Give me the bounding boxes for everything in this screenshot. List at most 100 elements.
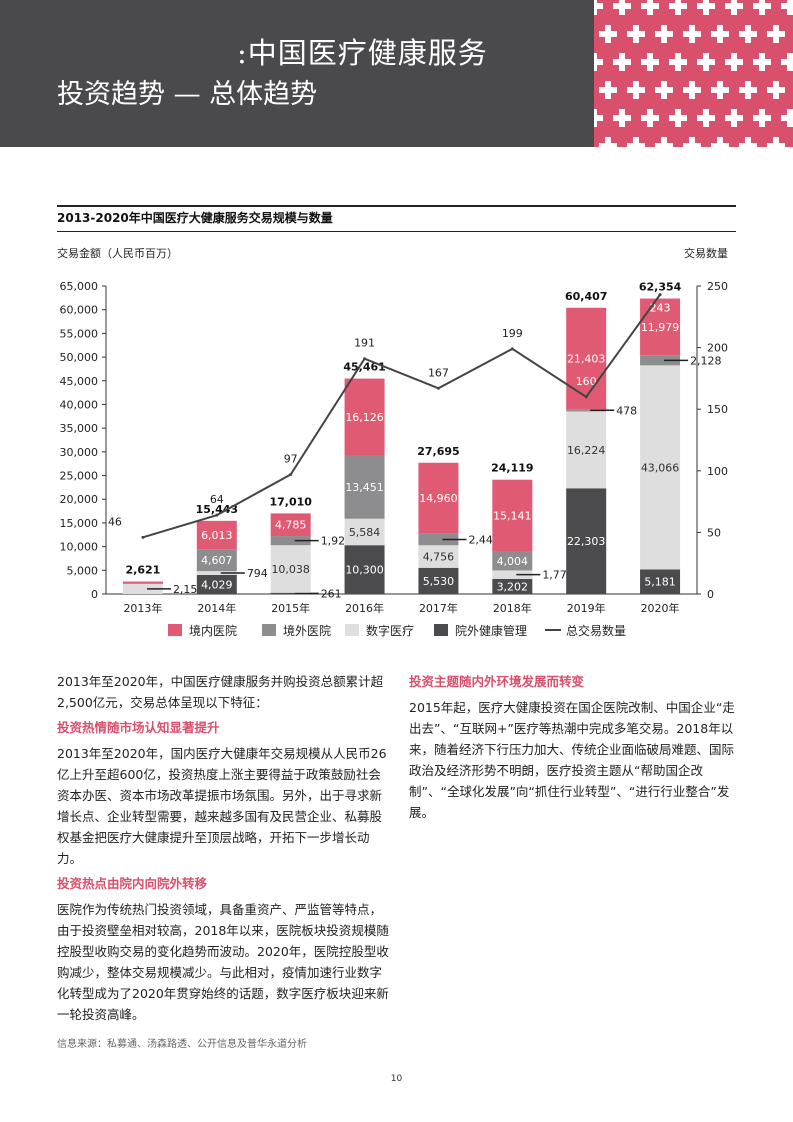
section-heading-1: 投资热情随市场认知显著提升 — [57, 720, 220, 735]
bar-data-label: 16,126 — [345, 411, 384, 424]
bar-data-label: 5,181 — [644, 576, 676, 589]
y-tick-label-right: 0 — [707, 588, 714, 601]
bar-data-label: 4,607 — [201, 554, 233, 567]
cross-icon — [753, 0, 771, 15]
x-tick-label: 2013年 — [123, 601, 162, 615]
bar-segment — [122, 583, 163, 594]
cross-icon — [767, 137, 785, 147]
bar-segment — [566, 409, 607, 412]
cross-icon — [613, 109, 631, 127]
cross-icon — [781, 0, 793, 15]
line-point — [658, 293, 662, 297]
bar-segment — [270, 513, 311, 537]
y-tick-label-right: 50 — [707, 526, 721, 539]
y-tick-label-left: 20,000 — [60, 493, 99, 506]
bar-segment — [492, 479, 533, 552]
bar-data-label: 2,449 — [468, 533, 500, 546]
line-data-label: 199 — [502, 327, 523, 340]
y-tick-label-left: 25,000 — [60, 470, 99, 483]
legend-swatch — [262, 624, 276, 636]
line-data-label: 167 — [428, 366, 449, 379]
cross-icon — [627, 25, 645, 43]
cross-icon — [781, 109, 793, 127]
bar-total-label: 15,443 — [196, 503, 238, 516]
bar-segment — [344, 454, 385, 519]
cross-icon — [725, 0, 743, 15]
bar-segment — [270, 592, 311, 594]
line-point — [363, 357, 367, 361]
bar-total-label: 27,695 — [417, 445, 459, 458]
cross-icon — [669, 0, 687, 15]
cross-icon — [683, 137, 701, 147]
bar-data-label: 15,141 — [493, 510, 532, 523]
y-tick-label-left: 65,000 — [60, 280, 99, 293]
deal-volume-chart: 交易金额（人民币百万） 交易数量 0 5,000 10,000 15,000 20,000 2… — [57, 246, 728, 638]
bar-segment — [196, 549, 237, 572]
section-body-2: 医院作为传统热门投资领域，具备重资产、严监管等特点，由于投资壁垒相对较高，201… — [57, 902, 389, 1022]
y-axis-right-label: 交易数量 — [684, 246, 728, 260]
bar-segment — [566, 411, 607, 489]
line-data-label: 97 — [284, 452, 298, 465]
bar-total-label: 17,010 — [269, 495, 312, 508]
bar-segment — [418, 545, 459, 568]
cross-pattern-decoration — [594, 0, 793, 147]
bar-segment — [196, 520, 237, 550]
bar-data-label: 1,926 — [321, 535, 353, 548]
cross-icon — [669, 109, 687, 127]
bar-segment — [344, 518, 385, 546]
bar-data-label: 794 — [247, 567, 268, 580]
section-heading-3: 投资主题随内外环境发展而转变 — [409, 674, 585, 689]
bar-total-label: 62,354 — [639, 281, 682, 294]
x-tick-label: 2015年 — [271, 601, 310, 615]
x-tick-label: 2016年 — [345, 601, 384, 615]
cross-icon — [683, 81, 701, 99]
total-deals-line — [142, 294, 661, 539]
bar-data-label: 13,451 — [345, 481, 384, 494]
bar-segment — [640, 355, 681, 366]
bar-segment — [344, 378, 385, 455]
cross-icon — [627, 81, 645, 99]
bar-data-label: 3,202 — [497, 580, 529, 593]
bar-data-label: 10,038 — [271, 563, 310, 576]
cross-icon — [655, 81, 673, 99]
chart-title: 2013-2020年中国医疗大健康服务交易规模与数量 — [57, 211, 333, 225]
line-data-label: 46 — [108, 515, 122, 528]
bar-segment — [270, 536, 311, 546]
right-column: 投资主题随内外环境发展而转变 2015年起，医疗大健康投资在国企医院改制、中国企… — [409, 671, 745, 827]
cross-icon — [641, 109, 659, 127]
bar-data-label: 6,013 — [201, 529, 233, 542]
bar-segment — [196, 571, 237, 575]
intro-paragraph: 2013年至2020年，中国医疗健康服务并购投资总额累计超2,500亿元，交易总… — [57, 674, 384, 710]
bar-data-label: 5,584 — [349, 526, 381, 539]
y-tick-label-right: 250 — [707, 280, 728, 293]
cross-icon — [627, 137, 645, 147]
line-point — [584, 395, 588, 399]
bar-data-label: 5,530 — [423, 575, 455, 588]
cross-icon — [697, 53, 715, 71]
y-tick-label-right: 150 — [707, 403, 728, 416]
bar-data-label: 4,029 — [201, 578, 233, 591]
y-tick-label-left: 55,000 — [60, 327, 99, 340]
legend-swatch — [168, 624, 182, 636]
bar-data-label: 16,224 — [567, 444, 606, 457]
line-point — [436, 386, 440, 390]
bar-segment — [640, 569, 681, 594]
cross-icon — [683, 25, 701, 43]
x-tick-label: 2018年 — [493, 601, 532, 615]
cross-icon — [781, 53, 793, 71]
bar-data-label: 4,004 — [497, 555, 529, 568]
y-tick-label-right: 200 — [707, 342, 728, 355]
cross-icon — [669, 53, 687, 71]
bar-total-label: 24,119 — [491, 462, 533, 475]
left-column: 2013年至2020年，中国医疗健康服务并购投资总额累计超2,500亿元，交易总… — [57, 671, 393, 1029]
bar-data-label: 21,403 — [567, 352, 606, 365]
cross-icon — [753, 53, 771, 71]
y-tick-label-left: 45,000 — [60, 375, 99, 388]
legend-label: 境外医院 — [283, 623, 331, 638]
cross-icon — [711, 25, 729, 43]
cross-icon — [711, 81, 729, 99]
cross-icon — [739, 137, 757, 147]
cross-icon — [599, 81, 617, 99]
legend-swatch — [345, 624, 359, 636]
cross-icon — [655, 137, 673, 147]
